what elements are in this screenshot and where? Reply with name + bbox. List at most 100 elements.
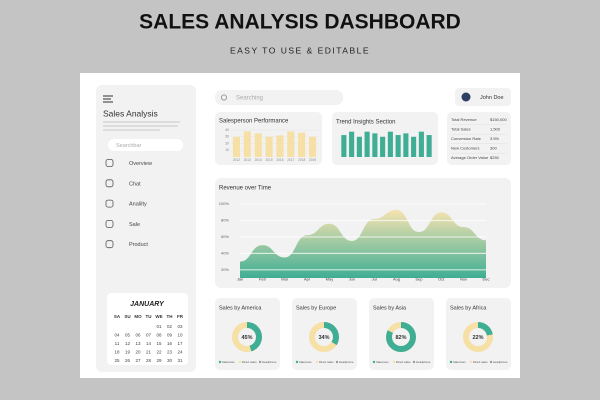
top-search[interactable] [215,90,343,105]
calendar-day: 17 [177,341,183,346]
description-lines [103,121,180,131]
calendar-day: 11 [115,341,120,346]
x-tick-label: Aug [393,277,400,282]
legend-dot [392,360,396,364]
kpi-label: Conversion Rate [451,136,482,141]
calendar-day: 28 [146,358,152,363]
bar [276,135,284,157]
legend-dot [412,360,416,364]
menu-icon[interactable] [103,95,113,103]
region-card [292,298,357,370]
bar [403,133,409,157]
menu-icon [105,179,114,188]
calendar-day: 02 [167,324,173,329]
donut-label: 34% [318,335,329,341]
y-tick-label: 30 [225,135,229,139]
donut-arc [309,322,339,352]
menu-label: Product [129,242,148,248]
bar [287,131,295,157]
menu-label: Overview [129,161,152,167]
calendar-day: 29 [156,358,162,363]
menu-icon [105,159,114,167]
calendar-day: 22 [156,350,162,355]
calendar-weekday: SA [114,314,121,319]
bar [243,131,251,157]
user-name: John Doe [480,95,504,101]
bar [265,136,273,157]
calendar-day: 07 [146,333,152,338]
y-tick-label: 100% [219,201,230,206]
calendar-day: 31 [177,358,183,363]
legend-dot [469,360,473,364]
x-tick-label: 2019 [309,158,316,162]
y-tick-label: 80% [221,218,229,223]
x-tick-label: Oct [438,277,445,282]
calendar-weekday: SU [124,314,130,319]
y-tick-label: 40% [221,250,229,255]
calendar-day: 20 [135,350,141,355]
calendar-weekday: TU [146,314,152,319]
user-avatar [461,92,471,102]
sidebar-search[interactable] [108,139,183,151]
bar [426,135,432,157]
bar [411,136,417,157]
calendar-card [107,293,188,365]
calendar-day: 18 [114,350,120,355]
legend-label: Direct sales [473,360,488,364]
legend-dot [489,360,493,364]
legend-dot [315,360,319,364]
calendar-day: 03 [177,324,183,329]
legend-dot [258,360,262,364]
x-tick-label: 2015 [266,158,273,162]
region-title: Sales by America [219,305,262,311]
x-tick-label: May [326,277,334,282]
region-card [369,298,434,370]
calendar-day: 23 [167,350,173,355]
menu-label: Sale [129,222,140,228]
menu-item[interactable] [103,176,189,190]
bar [298,132,306,157]
donut-arc [386,322,416,352]
bar [418,131,424,157]
menu-item[interactable] [103,217,189,231]
kpi-value: $250 [490,155,500,160]
bar [364,131,370,157]
bar [395,135,401,157]
legend-dot [218,360,222,364]
bar [372,133,378,157]
legend-label: Direct sales [396,360,411,364]
legend-label: Headphone [493,360,508,364]
search-icon [220,94,227,101]
sidebar-title: Sales Analysis [103,108,158,118]
legend-label: Headphone [262,360,277,364]
y-tick-label: 20 [225,141,229,145]
legend-label: Direct sales [319,360,334,364]
user-chip[interactable] [455,88,511,106]
calendar-day: 26 [125,358,131,363]
calendar-day: 19 [125,350,131,355]
calendar-day: 16 [167,341,173,346]
legend-dot [372,360,376,364]
donut-label: 22% [472,335,483,341]
donut-label: 45% [241,335,252,341]
header-subtitle: EASY TO USE & EDITABLE [230,45,370,55]
bar [308,136,317,157]
x-tick-label: 2018 [298,158,305,162]
calendar-day: 25 [114,358,120,363]
kpi-label: Total Sales [451,127,471,132]
legend-label: Salesman [453,360,466,364]
sidebar-search-placeholder: Searchbar [116,143,142,149]
x-tick-label: 2012 [233,158,240,162]
donut-arc [463,322,493,352]
bar [387,131,393,157]
bar [232,136,241,157]
legend-dot [295,360,299,364]
x-tick-label: Sep [415,277,423,282]
region-card [215,298,280,370]
menu-icon [105,219,114,228]
calendar-day: 09 [167,333,173,338]
region-title: Sales by Asia [373,305,407,311]
region-card [446,298,511,370]
menu-icon [105,240,114,249]
bar [254,133,262,157]
